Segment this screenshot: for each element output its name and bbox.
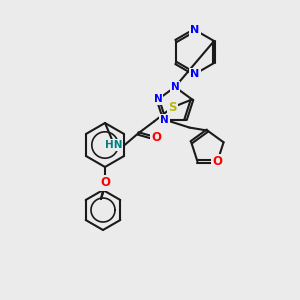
Text: S: S <box>168 101 176 114</box>
Text: HN: HN <box>105 140 122 150</box>
Text: N: N <box>190 69 200 79</box>
Text: N: N <box>190 25 200 35</box>
Text: O: O <box>100 176 110 190</box>
Text: N: N <box>154 94 162 104</box>
Text: N: N <box>160 115 169 124</box>
Text: O: O <box>151 131 161 144</box>
Text: N: N <box>171 82 179 92</box>
Text: O: O <box>212 155 222 168</box>
